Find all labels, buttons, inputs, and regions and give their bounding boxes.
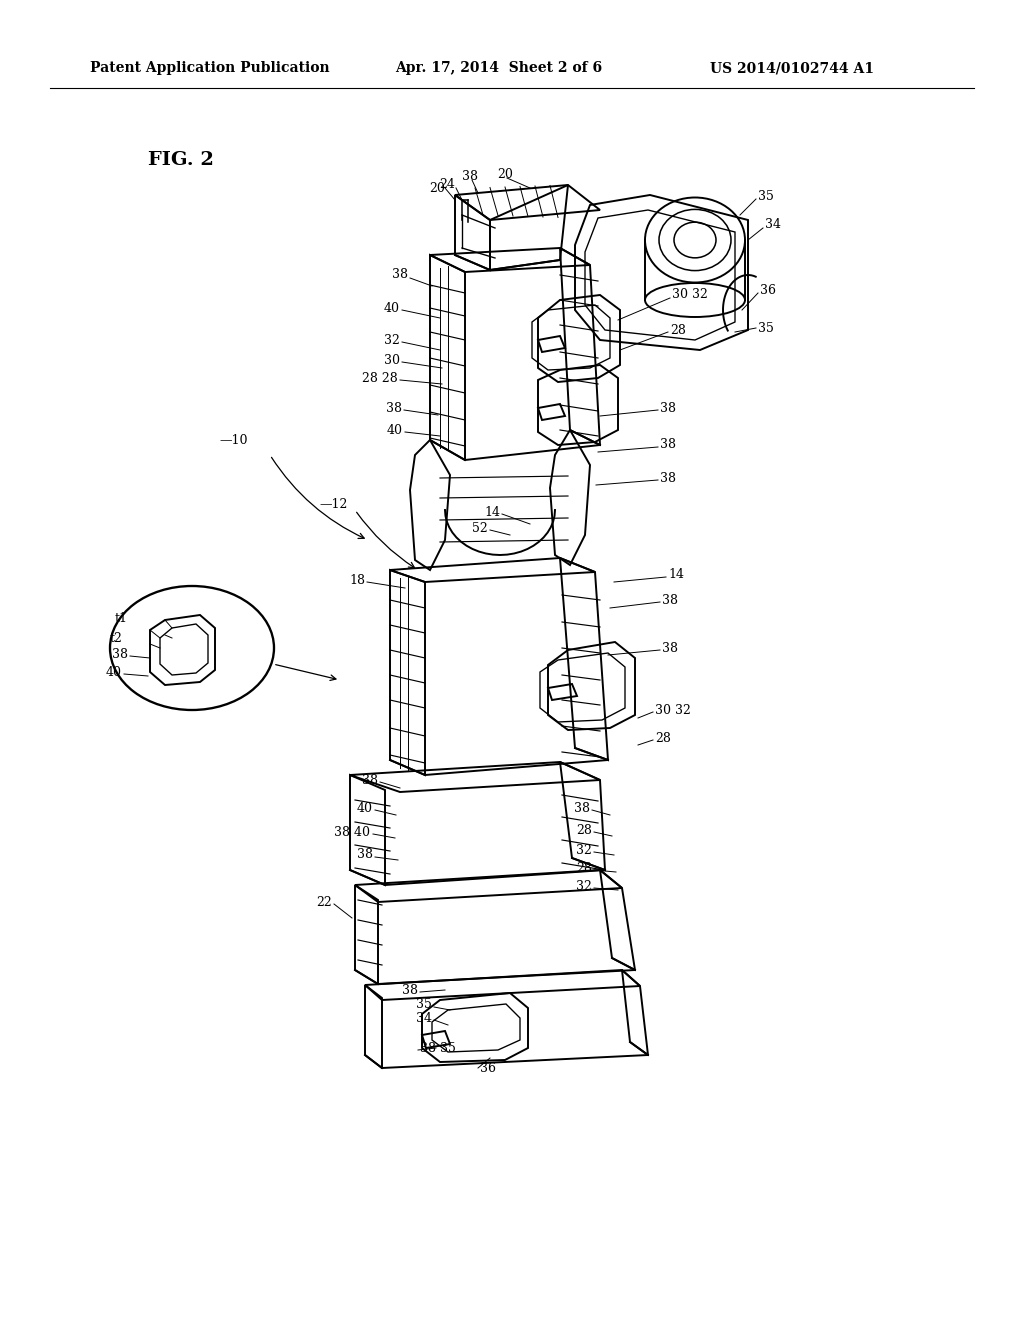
Text: 32: 32 [577, 879, 592, 892]
Text: US 2014/0102744 A1: US 2014/0102744 A1 [710, 61, 874, 75]
Text: 38: 38 [660, 438, 676, 451]
Text: 35: 35 [758, 190, 774, 202]
Text: 20: 20 [429, 181, 445, 194]
Text: 38: 38 [574, 801, 590, 814]
Text: 38: 38 [362, 774, 378, 787]
Text: 38: 38 [386, 401, 402, 414]
Text: 35: 35 [416, 998, 432, 1011]
Text: 28 28: 28 28 [362, 371, 398, 384]
Text: 38: 38 [462, 169, 478, 182]
Text: 38: 38 [660, 401, 676, 414]
Text: 38: 38 [112, 648, 128, 661]
Text: 28: 28 [577, 824, 592, 837]
Text: 28: 28 [577, 862, 592, 874]
Text: 14: 14 [668, 569, 684, 582]
Text: 38 35: 38 35 [420, 1041, 456, 1055]
Text: 38: 38 [357, 849, 373, 862]
Text: 14: 14 [484, 506, 500, 519]
Text: 30: 30 [384, 354, 400, 367]
Text: 20: 20 [497, 168, 513, 181]
Text: Patent Application Publication: Patent Application Publication [90, 61, 330, 75]
Text: —12: —12 [319, 499, 348, 511]
Text: 28: 28 [670, 323, 686, 337]
Text: FIG. 2: FIG. 2 [148, 150, 214, 169]
Text: 24: 24 [439, 178, 455, 191]
Text: 38: 38 [662, 594, 678, 606]
Text: 30 32: 30 32 [655, 704, 691, 717]
Text: 18: 18 [349, 573, 365, 586]
Text: 36: 36 [480, 1061, 496, 1074]
Text: 40: 40 [106, 665, 122, 678]
Text: 38: 38 [662, 642, 678, 655]
Text: 28: 28 [655, 731, 671, 744]
Text: 38: 38 [402, 983, 418, 997]
Text: 32: 32 [577, 843, 592, 857]
Text: 22: 22 [316, 895, 332, 908]
Text: Apr. 17, 2014  Sheet 2 of 6: Apr. 17, 2014 Sheet 2 of 6 [395, 61, 602, 75]
Text: t2: t2 [110, 631, 122, 644]
Text: t1: t1 [115, 611, 128, 624]
Text: 34: 34 [765, 219, 781, 231]
Text: 35: 35 [758, 322, 774, 334]
Text: 40: 40 [357, 801, 373, 814]
Text: 40: 40 [384, 301, 400, 314]
Text: —10: —10 [219, 433, 248, 446]
Text: 38: 38 [392, 268, 408, 281]
Text: 34: 34 [416, 1011, 432, 1024]
Text: 40: 40 [387, 424, 403, 437]
Text: 52: 52 [472, 521, 488, 535]
Text: 38 40: 38 40 [334, 825, 370, 838]
Text: 30 32: 30 32 [672, 289, 708, 301]
Text: 36: 36 [760, 284, 776, 297]
Text: 32: 32 [384, 334, 400, 346]
Text: 38: 38 [660, 471, 676, 484]
